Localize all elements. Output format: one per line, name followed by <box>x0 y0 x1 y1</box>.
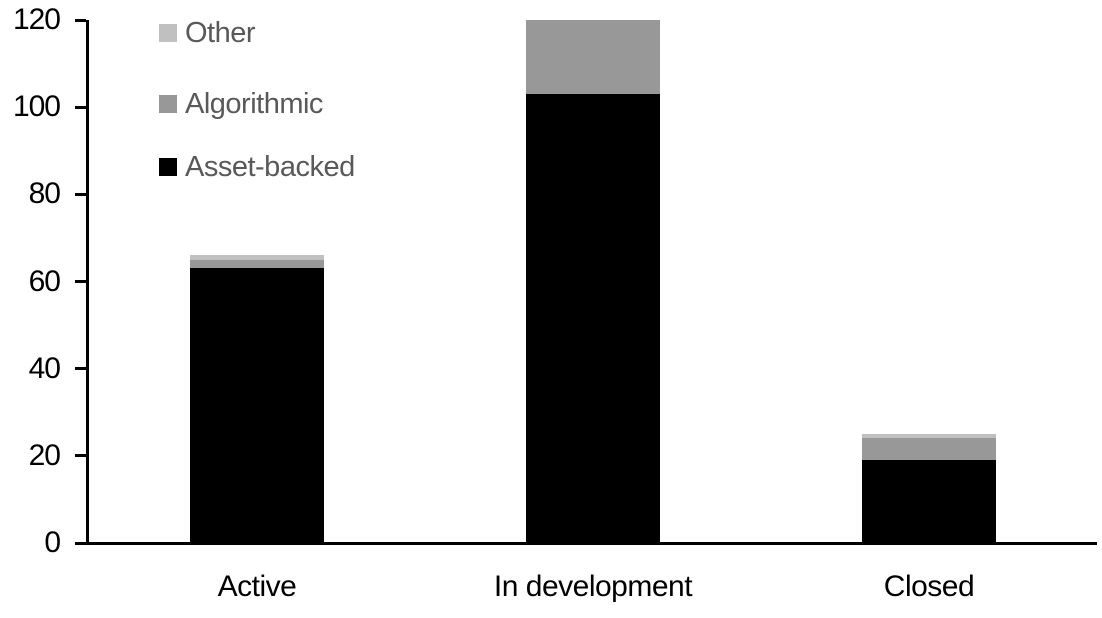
bar-segment-asset-backed <box>190 268 324 543</box>
x-axis-category-label: In development <box>493 570 693 603</box>
y-axis-tick-label: 100 <box>12 90 61 124</box>
bar-segment-other <box>190 255 324 260</box>
bar-segment-other <box>862 434 996 439</box>
y-axis-tick <box>75 192 86 196</box>
legend-swatch-other <box>159 24 177 42</box>
y-axis-tick <box>75 280 86 283</box>
y-axis-tick <box>75 18 86 22</box>
y-axis-tick <box>75 105 86 109</box>
legend-label: Algorithmic <box>185 88 323 120</box>
legend-item-asset-backed: Asset-backed <box>159 152 355 182</box>
x-axis-line <box>86 542 1097 545</box>
x-axis-category-label: Closed <box>883 570 975 603</box>
bar-segment-asset-backed <box>862 460 996 543</box>
legend-item-other: Other <box>159 17 256 49</box>
bar-segment-algorithmic <box>190 259 324 269</box>
x-axis-category-label: Active <box>217 570 297 603</box>
legend-label: Other <box>185 17 256 49</box>
legend-swatch-algorithmic <box>159 95 177 113</box>
bar-segment-asset-backed <box>526 94 660 543</box>
y-axis-tick-label: 0 <box>44 526 61 559</box>
y-axis-tick-label: 20 <box>28 438 61 472</box>
legend-item-algorithmic: Algorithmic <box>159 89 323 119</box>
y-axis-tick-label: 40 <box>28 351 61 385</box>
y-axis-tick <box>75 454 86 458</box>
legend-swatch-asset-backed <box>159 158 177 176</box>
bar-segment-algorithmic <box>862 438 996 461</box>
y-axis-line <box>86 20 89 545</box>
y-axis-tick <box>75 367 86 371</box>
y-axis-tick <box>75 541 86 545</box>
legend-label: Asset-backed <box>185 151 355 183</box>
y-axis-tick-label: 80 <box>28 177 61 211</box>
y-axis-tick-label: 60 <box>28 264 61 298</box>
bar-segment-algorithmic <box>526 20 660 95</box>
y-axis-tick-label: 120 <box>12 3 61 36</box>
